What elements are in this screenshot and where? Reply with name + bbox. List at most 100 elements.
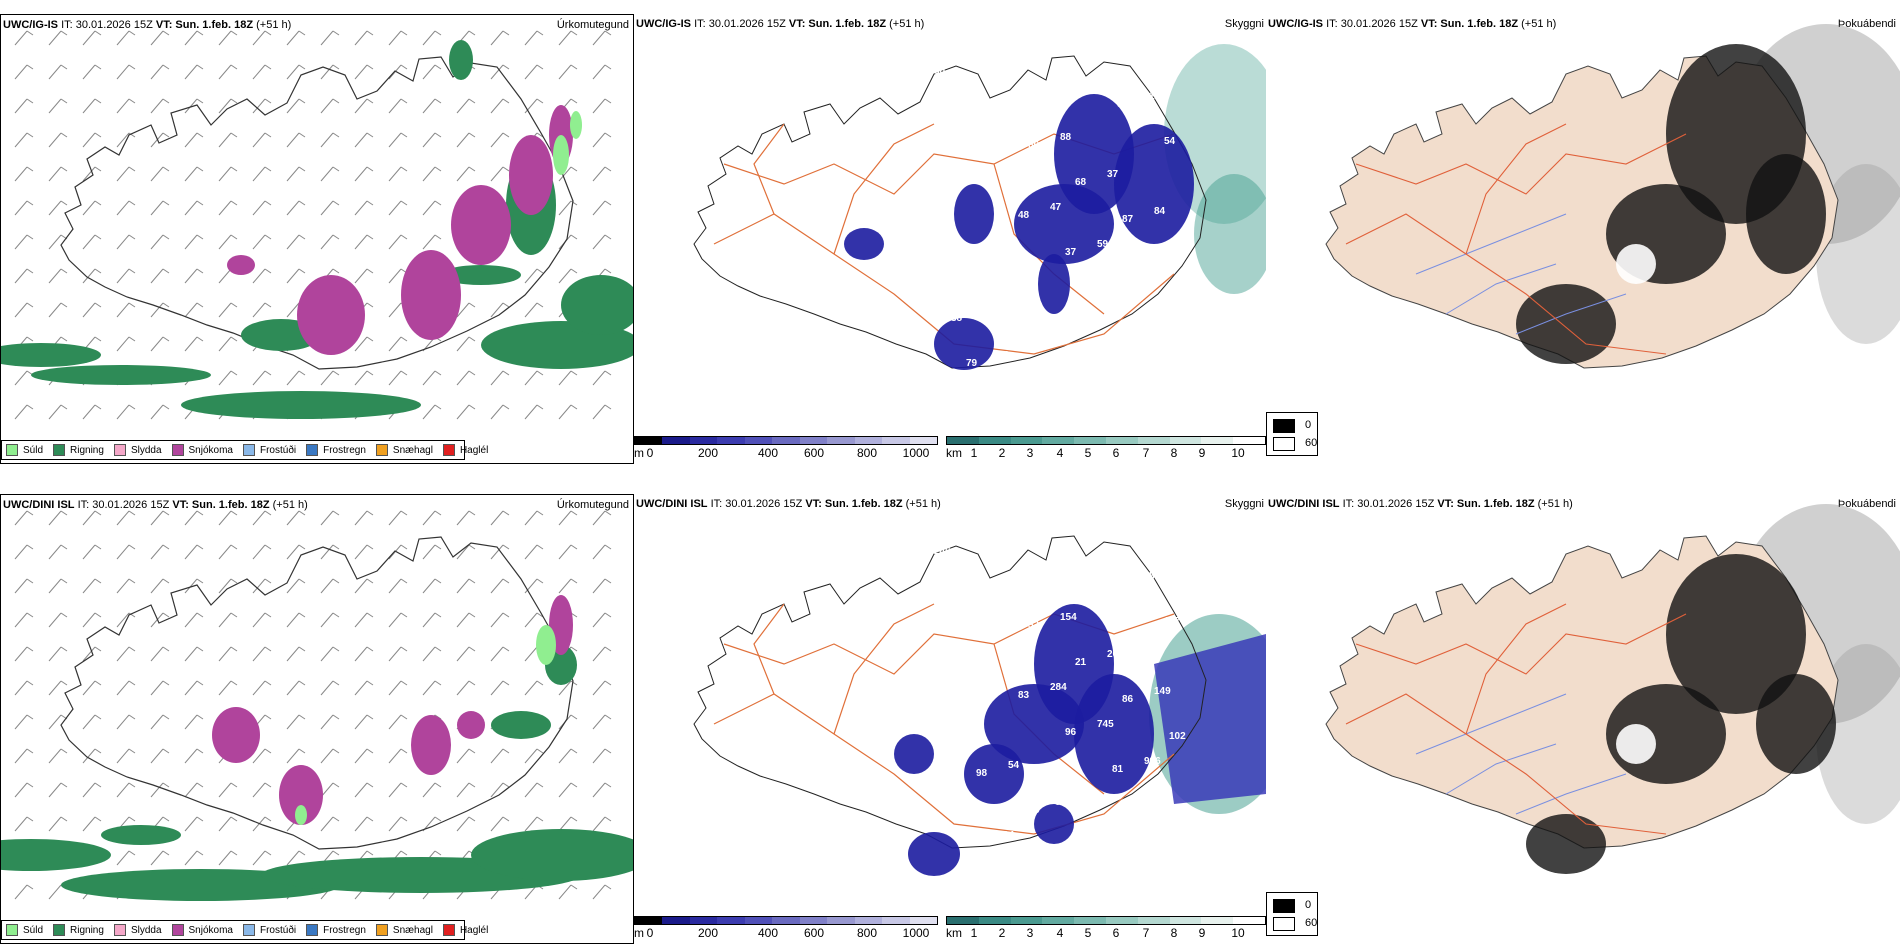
tick: 2 xyxy=(998,446,1006,460)
wind-barb-flag xyxy=(60,680,68,686)
wind-barb xyxy=(184,782,198,798)
wind-barb-flag xyxy=(94,200,102,206)
wind-barb-flag xyxy=(502,748,510,754)
wind-barb-flag xyxy=(230,782,238,788)
wind-barb-flag xyxy=(332,64,340,70)
cloud-base-label: 21 xyxy=(1159,321,1171,332)
wind-barb xyxy=(388,782,402,798)
product-title: Skyggni xyxy=(1224,498,1264,510)
wind-barb-flag xyxy=(230,680,238,686)
wind-barb xyxy=(286,370,300,386)
wind-barb xyxy=(524,544,538,560)
wind-barb-flag xyxy=(604,646,612,652)
wind-barb-flag xyxy=(94,132,102,138)
wind-barb-flag xyxy=(162,302,170,308)
wind-barb xyxy=(218,680,232,696)
cloud-base-label: 109 xyxy=(1023,805,1040,816)
wind-barb-flag xyxy=(570,680,578,686)
wind-barb xyxy=(82,748,96,764)
wind-barb xyxy=(48,30,62,46)
fog-legend: 0 60 xyxy=(1266,412,1318,456)
wind-barb-flag xyxy=(332,370,340,376)
cloud-base-label: 47 xyxy=(1050,202,1062,213)
wind-barb-flag xyxy=(468,166,476,172)
wind-barb xyxy=(14,98,28,114)
wind-barb xyxy=(286,166,300,182)
cloud-base-label: 83 xyxy=(1117,579,1129,590)
wind-barb xyxy=(116,612,130,628)
wind-barb-flag xyxy=(162,748,170,754)
wind-barb-flag xyxy=(468,748,476,754)
wind-barb-flag xyxy=(230,302,238,308)
wind-barb-flag xyxy=(536,370,544,376)
wind-barb xyxy=(524,510,538,526)
cloud-base-label: 75 xyxy=(1102,354,1114,365)
wind-barb-flag xyxy=(230,30,238,36)
tick: 9 xyxy=(1198,926,1206,940)
wind-barb-flag xyxy=(60,166,68,172)
wind-barb xyxy=(218,850,232,866)
cloud-base-label: 36 xyxy=(998,350,1010,361)
wind-barb xyxy=(48,98,62,114)
wind-barb xyxy=(150,30,164,46)
wind-barb-flag xyxy=(366,132,374,138)
wind-barb-flag xyxy=(332,680,340,686)
wind-barb-flag xyxy=(536,98,544,104)
wind-barb-flag xyxy=(60,336,68,342)
tick: 4 xyxy=(1056,926,1064,940)
wind-barb-flag xyxy=(434,98,442,104)
wind-barb xyxy=(558,200,572,216)
wind-barb-flag xyxy=(502,404,510,410)
wind-barb-flag xyxy=(94,782,102,788)
wind-barb xyxy=(184,578,198,594)
wind-barb-flag xyxy=(162,200,170,206)
cloud-base-label: 86 xyxy=(1122,694,1134,705)
wind-barb-flag xyxy=(230,166,238,172)
legend-item-freezing-rain: Frostregn xyxy=(306,444,366,456)
wind-barb xyxy=(354,336,368,352)
wind-barb-flag xyxy=(604,268,612,274)
wind-barb xyxy=(218,98,232,114)
wind-barb-flag xyxy=(604,132,612,138)
wind-barb xyxy=(558,30,572,46)
wind-barb xyxy=(490,748,504,764)
tick: 600 xyxy=(803,446,825,460)
wind-barb xyxy=(524,98,538,114)
wind-barb-flag xyxy=(400,850,408,856)
cloud-visibility-map: 30 48 66 68 87 82 90 94 45 90 54 46 48 37 16 21 79 86 88 37… xyxy=(693,44,1266,373)
wind-barb-flag xyxy=(26,884,34,890)
wind-barb xyxy=(14,30,28,46)
wind-barb-flag xyxy=(162,268,170,274)
wind-barb-flag xyxy=(604,234,612,240)
wind-barb xyxy=(490,370,504,386)
wind-barb xyxy=(116,646,130,662)
cloud-base-label: 161 xyxy=(971,653,988,664)
wind-barb xyxy=(286,680,300,696)
wind-barb-flag xyxy=(162,578,170,584)
wind-barb-flag xyxy=(366,782,374,788)
wind-barb-flag xyxy=(298,850,306,856)
wind-barb-flag xyxy=(60,98,68,104)
wind-barb-flag xyxy=(128,510,136,516)
wind-barb xyxy=(456,782,470,798)
wind-barb-flag xyxy=(570,646,578,652)
cloud-base-label: 59 xyxy=(1097,239,1109,250)
wind-barb-flag xyxy=(604,884,612,890)
wind-barb-flag xyxy=(128,578,136,584)
legend-item-snow: Snjókoma xyxy=(171,924,233,936)
wind-barb-flag xyxy=(264,268,272,274)
panel-header: UWC/IG-IS IT: 30.01.2026 15Z VT: Sun. 1.… xyxy=(636,18,925,30)
wind-barb-flag xyxy=(26,748,34,754)
wind-barb-flag xyxy=(128,850,136,856)
wind-barb xyxy=(14,714,28,730)
tick: 10 xyxy=(1231,446,1245,460)
wind-barb xyxy=(558,404,572,420)
wind-barb-flag xyxy=(196,510,204,516)
wind-barb xyxy=(150,510,164,526)
wind-barb-flag xyxy=(536,510,544,516)
wind-barb xyxy=(320,680,334,696)
wind-barb xyxy=(320,544,334,560)
wind-barb xyxy=(422,578,436,594)
wind-barb xyxy=(184,510,198,526)
wind-barb xyxy=(252,612,266,628)
